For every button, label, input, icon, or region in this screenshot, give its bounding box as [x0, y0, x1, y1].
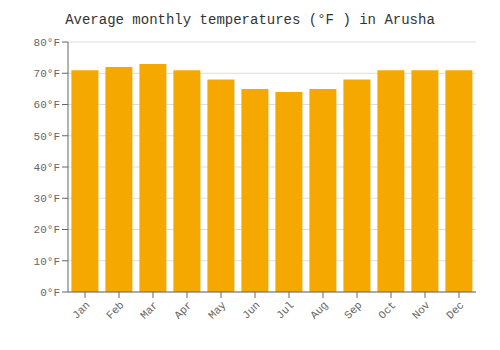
- svg-text:Jan: Jan: [70, 299, 92, 321]
- svg-text:May: May: [206, 299, 229, 322]
- svg-text:Jun: Jun: [240, 299, 262, 321]
- svg-text:50°F: 50°F: [34, 131, 60, 143]
- svg-text:Jul: Jul: [274, 299, 296, 321]
- svg-text:40°F: 40°F: [34, 162, 60, 174]
- svg-text:Oct: Oct: [376, 299, 398, 321]
- svg-text:20°F: 20°F: [34, 224, 60, 236]
- svg-text:60°F: 60°F: [34, 99, 60, 111]
- svg-text:Apr: Apr: [172, 299, 194, 321]
- svg-text:30°F: 30°F: [34, 193, 60, 205]
- svg-text:Feb: Feb: [104, 299, 126, 321]
- svg-text:70°F: 70°F: [34, 68, 60, 80]
- svg-text:Mar: Mar: [138, 299, 160, 321]
- svg-text:Aug: Aug: [308, 299, 330, 321]
- svg-text:Nov: Nov: [410, 299, 433, 322]
- svg-text:Sep: Sep: [342, 299, 364, 321]
- svg-text:80°F: 80°F: [34, 37, 60, 49]
- svg-text:0°F: 0°F: [40, 287, 60, 299]
- svg-text:10°F: 10°F: [34, 256, 60, 268]
- html-text:Average monthly temperatures (: Average monthly temperatures (°F ) in Ar…: [65, 12, 435, 28]
- svg-text:Dec: Dec: [444, 299, 466, 321]
